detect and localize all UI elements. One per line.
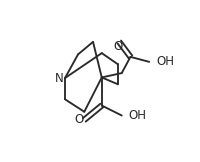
Text: O: O	[74, 113, 84, 126]
Text: N: N	[55, 72, 63, 85]
Text: OH: OH	[128, 109, 146, 122]
Text: O: O	[113, 40, 122, 53]
Text: OH: OH	[155, 55, 173, 68]
